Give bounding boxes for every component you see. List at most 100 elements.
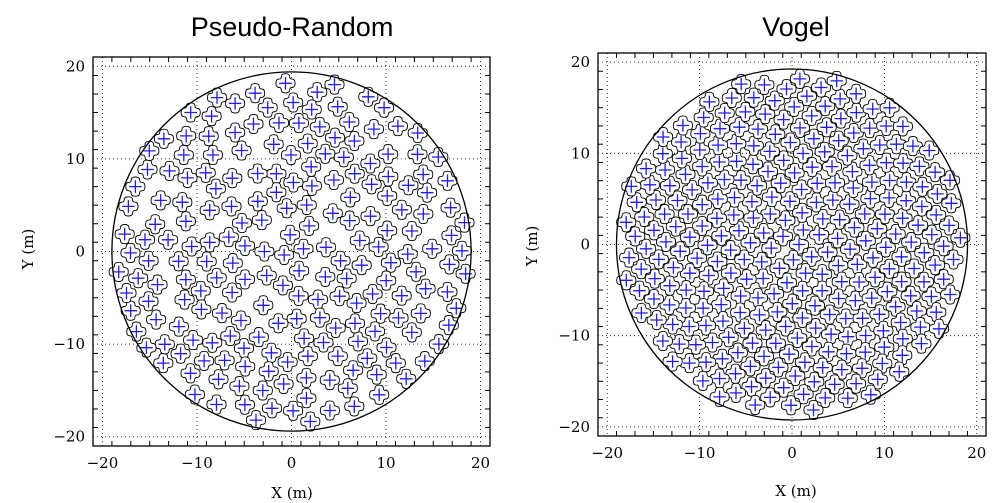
marker-cross <box>929 208 943 222</box>
heliostat-marker <box>793 384 814 405</box>
marker-cross <box>787 100 801 114</box>
marker-cross <box>333 289 346 303</box>
heliostat-marker <box>644 268 665 289</box>
heliostat-marker <box>914 242 935 263</box>
marker-cross <box>796 311 809 325</box>
ticks: −20−20 −10 −10 0 0 10 10 20 20 <box>53 56 491 472</box>
heliostat-marker <box>696 352 717 373</box>
heliostat-marker <box>388 307 409 328</box>
heliostat-marker <box>698 265 719 286</box>
marker-cross <box>202 129 215 143</box>
heliostat-marker <box>184 384 205 405</box>
chart-pseudo-random: Pseudo-Random −20−20 −10 −10 0 0 10 10 20 20 X (… <box>19 12 491 502</box>
heliostat-marker <box>676 280 697 301</box>
heliostat-marker <box>659 294 680 315</box>
heliostat-marker <box>340 187 361 208</box>
marker-cross <box>674 135 688 149</box>
heliostat-marker <box>208 369 229 390</box>
marker-cross <box>347 400 361 413</box>
heliostat-marker <box>709 151 730 173</box>
x-tick-label: 0 <box>287 454 297 472</box>
marker-cross <box>925 290 938 303</box>
marker-cross <box>283 228 297 242</box>
marker-cross <box>297 332 311 345</box>
heliostat-marker <box>324 74 345 95</box>
marker-cross <box>711 138 725 152</box>
marker-cross <box>878 207 892 221</box>
heliostat-marker <box>235 356 256 377</box>
marker-cross <box>697 284 711 298</box>
heliostat-marker <box>211 303 233 324</box>
heliostat-marker <box>830 108 851 129</box>
heliostat-marker <box>707 188 728 210</box>
heliostat-marker <box>231 212 253 234</box>
heliostat-marker <box>827 228 848 249</box>
heliostat-marker <box>789 117 811 138</box>
marker-cross <box>904 235 918 249</box>
marker-cross <box>796 147 810 160</box>
heliostat-marker <box>761 238 782 259</box>
marker-cross <box>343 214 357 227</box>
marker-cross <box>372 388 386 402</box>
marker-cross <box>643 178 657 192</box>
heliostat-marker <box>327 96 348 117</box>
chart-title: Pseudo-Random <box>191 12 394 42</box>
marker-cross <box>138 233 152 246</box>
heliostat-marker <box>398 175 419 196</box>
heliostat-marker <box>407 144 428 165</box>
heliostat-marker <box>728 220 750 241</box>
marker-cross <box>713 155 726 169</box>
x-tick-label: −20 <box>87 454 119 472</box>
marker-cross <box>411 148 424 161</box>
marker-cross <box>875 357 889 370</box>
heliostat-marker <box>720 240 741 261</box>
marker-cross <box>238 398 252 412</box>
marker-cross <box>658 207 671 221</box>
marker-cross <box>619 273 633 287</box>
marker-cross <box>699 355 713 369</box>
x-tick-label: 20 <box>471 454 490 472</box>
marker-cross <box>805 160 819 174</box>
marker-cross <box>849 377 863 390</box>
marker-cross <box>681 207 695 221</box>
marker-cross <box>656 334 670 348</box>
marker-cross <box>277 248 291 262</box>
marker-cross <box>784 398 798 412</box>
marker-cross <box>757 350 771 363</box>
marker-cross <box>793 72 807 86</box>
marker-cross <box>238 273 252 286</box>
marker-cross <box>711 192 725 206</box>
heliostat-marker <box>697 172 718 193</box>
marker-cross <box>899 194 913 207</box>
marker-cross <box>265 346 278 360</box>
heliostat-marker <box>663 257 684 278</box>
y-tick-label: −20 <box>558 418 590 436</box>
heliostat-marker <box>378 166 399 187</box>
marker-cross <box>380 189 394 203</box>
heliostat-marker <box>629 280 650 301</box>
marker-cross <box>757 226 771 240</box>
marker-cross <box>161 233 175 247</box>
heliostat-marker <box>859 118 880 139</box>
heliostat-marker <box>760 203 781 225</box>
marker-cross <box>722 330 736 344</box>
marker-cross <box>409 265 423 279</box>
heliostat-marker <box>926 302 947 323</box>
heliostat-marker <box>679 353 700 374</box>
heliostat-marker <box>451 240 473 261</box>
marker-cross <box>328 78 341 91</box>
marker-cross <box>703 95 716 109</box>
heliostat-marker <box>812 208 833 229</box>
heliostat-marker <box>222 168 243 189</box>
marker-cross <box>942 219 956 232</box>
heliostat-marker <box>755 104 776 125</box>
marker-cross <box>828 176 842 190</box>
heliostat-marker <box>344 163 365 184</box>
marker-cross <box>943 174 957 187</box>
marker-cross <box>203 204 216 217</box>
marker-cross <box>733 120 746 134</box>
heliostat-marker <box>851 358 873 379</box>
heliostat-marker <box>743 87 764 108</box>
heliostat-marker <box>159 160 180 181</box>
heliostat-marker <box>297 346 318 367</box>
